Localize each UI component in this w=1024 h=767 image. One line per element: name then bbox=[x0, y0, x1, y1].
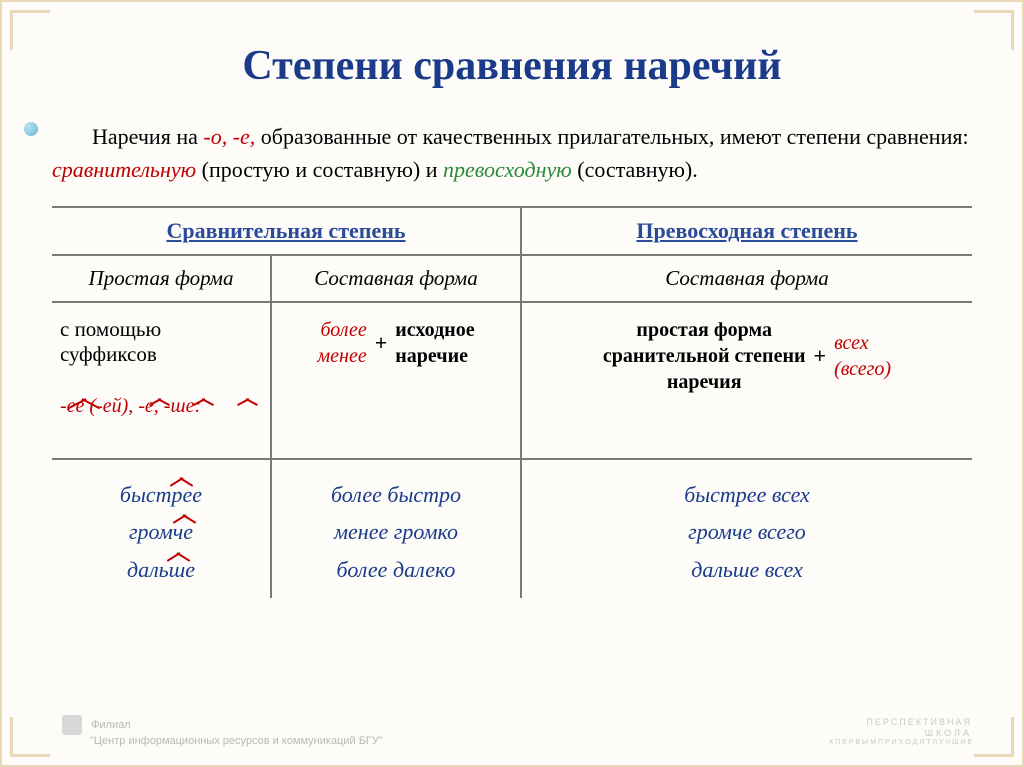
table-subheader-row: Простая форма Составная форма Составная … bbox=[52, 256, 972, 303]
frame-corner bbox=[974, 717, 1014, 757]
sravnitelnoy-stepeni: сранительной степени bbox=[603, 343, 806, 369]
narechie-word: наречие bbox=[395, 343, 474, 369]
suffix-hat-icon bbox=[66, 392, 102, 406]
vsekh-word: всех bbox=[834, 330, 891, 356]
subheader-compound2: Составная форма bbox=[522, 256, 972, 301]
suffix-hat-icon bbox=[148, 392, 170, 406]
suffix-hat-icon bbox=[192, 392, 214, 406]
narechia: наречия bbox=[603, 369, 806, 395]
header-superlative: Превосходная степень bbox=[522, 208, 972, 254]
example-bystree-vsekh: быстрее всех bbox=[530, 476, 964, 513]
footer-filial: Филиал bbox=[91, 719, 131, 731]
decorative-bubble bbox=[24, 122, 38, 136]
footer-logo-icon bbox=[62, 715, 82, 735]
vsego-word: (всего) bbox=[834, 356, 891, 382]
bolee-word: более bbox=[317, 317, 366, 343]
frame-corner bbox=[974, 10, 1014, 50]
comparison-table: Сравнительная степень Превосходная степе… bbox=[52, 206, 972, 598]
suffix-hat-icon bbox=[168, 472, 192, 484]
example-bolee-bystro: более быстро bbox=[280, 476, 512, 513]
ishodnoe-word: исходное bbox=[395, 317, 474, 343]
footer-slogan: К П Е Р В Ы М П Р И Х О Д Я Т Л У Ч Ш И … bbox=[829, 739, 972, 747]
plus-icon: + bbox=[375, 330, 388, 356]
table-example-row: быстрее громче дальше более быстро менее… bbox=[52, 460, 972, 598]
footer-center-name: "Центр информационных ресурсов и коммуни… bbox=[90, 735, 383, 747]
examples-simple: быстрее громче дальше bbox=[52, 460, 272, 598]
example-dalshe: дальше bbox=[127, 557, 195, 582]
footer-brand-2: ШКОЛА bbox=[829, 728, 972, 739]
example-gromche-vsego: громче всего bbox=[530, 513, 964, 550]
formula-superlative: простая форма сранительной степени нареч… bbox=[530, 317, 964, 395]
table-header-row: Сравнительная степень Превосходная степе… bbox=[52, 208, 972, 256]
intro-superlative: превосходную bbox=[443, 157, 572, 182]
intro-paragraph: Наречия на -о, -е, образованные от качес… bbox=[52, 120, 972, 186]
suffix-hat-icon bbox=[165, 547, 189, 559]
examples-compound: более быстро менее громко более далеко bbox=[272, 460, 522, 598]
suffix-hat-marks bbox=[66, 392, 258, 406]
rule-suffixes: с помощью суффиксов -ее (-ей), -е, -ше: bbox=[52, 303, 272, 458]
frame-corner bbox=[10, 717, 50, 757]
subheader-compound: Составная форма bbox=[272, 256, 522, 301]
formula-bolee-menee: более менее + исходное наречие bbox=[280, 317, 512, 369]
footer-brand-1: ПЕРСПЕКТИВНАЯ bbox=[829, 717, 972, 728]
footer-right: ПЕРСПЕКТИВНАЯ ШКОЛА К П Е Р В Ы М П Р И … bbox=[829, 717, 972, 747]
header-comparative: Сравнительная степень bbox=[52, 208, 522, 254]
footer-left: Филиал "Центр информационных ресурсов и … bbox=[62, 715, 383, 747]
example-menee-gromko: менее громко bbox=[280, 513, 512, 550]
suffix-hat-icon bbox=[171, 509, 195, 521]
intro-suffixes: -о, -е, bbox=[203, 124, 255, 149]
subheader-simple: Простая форма bbox=[52, 256, 272, 301]
table-rule-row: с помощью суффиксов -ее (-ей), -е, -ше: … bbox=[52, 303, 972, 460]
example-dalshe-vsekh: дальше всех bbox=[530, 551, 964, 588]
rule-compound: более менее + исходное наречие bbox=[272, 303, 522, 458]
intro-comparative: сравнительную bbox=[52, 157, 196, 182]
suffix-hat-icon bbox=[236, 392, 258, 406]
page-title: Степени сравнения наречий bbox=[52, 42, 972, 90]
prostaya-forma: простая форма bbox=[603, 317, 806, 343]
plus-icon: + bbox=[814, 343, 827, 369]
intro-text: Наречия на bbox=[92, 124, 203, 149]
menee-word: менее bbox=[317, 343, 366, 369]
rule1-text: с помощью суффиксов bbox=[60, 317, 262, 367]
intro-text: образованные от качественных прилагатель… bbox=[255, 124, 968, 149]
frame-corner bbox=[10, 10, 50, 50]
example-gromche: громче bbox=[129, 519, 193, 544]
rule-superlative: простая форма сранительной степени нареч… bbox=[522, 303, 972, 458]
intro-text: (составную). bbox=[572, 157, 698, 182]
examples-superlative: быстрее всех громче всего дальше всех bbox=[522, 460, 972, 598]
intro-text: (простую и составную) и bbox=[196, 157, 443, 182]
example-bolee-daleko: более далеко bbox=[280, 551, 512, 588]
